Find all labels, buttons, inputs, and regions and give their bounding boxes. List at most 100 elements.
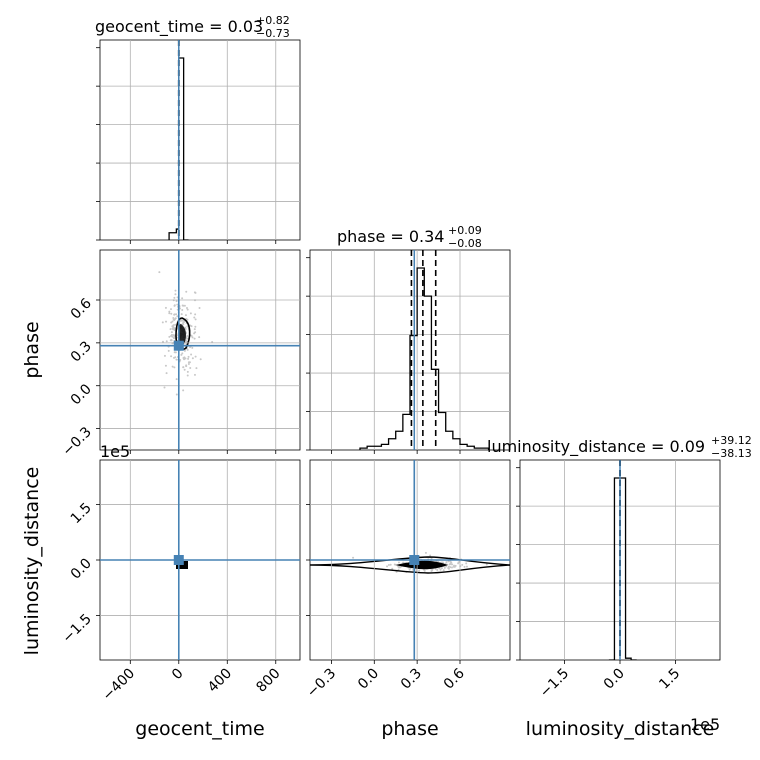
sample-point <box>190 325 193 328</box>
sample-point <box>181 352 184 355</box>
sample-point <box>447 565 450 568</box>
sample-point <box>158 271 161 274</box>
sample-point <box>199 358 202 361</box>
sample-point <box>185 339 188 342</box>
sample-point <box>424 551 427 554</box>
sample-point <box>195 367 198 370</box>
xtick-label: −0.3 <box>304 666 339 701</box>
sample-point <box>441 561 444 564</box>
title-phase-plus: +0.09 <box>448 224 482 237</box>
sample-point <box>198 307 201 310</box>
ytick-label: −1.5 <box>59 611 94 646</box>
sample-point <box>450 566 453 569</box>
sample-point <box>450 561 453 564</box>
xtick-label: 0.0 <box>355 666 382 693</box>
sample-point <box>184 326 187 329</box>
sample-point <box>193 316 196 319</box>
xtick-label: 800 <box>253 666 283 696</box>
sample-point <box>452 565 455 568</box>
xtick-label: 0.6 <box>441 665 468 692</box>
injection-marker <box>409 555 420 565</box>
xtick-label: 0.0 <box>601 666 628 693</box>
sample-point <box>431 568 434 571</box>
sample-point <box>185 306 188 309</box>
sample-point <box>447 560 450 563</box>
sample-point <box>164 364 167 367</box>
sample-point <box>194 325 197 328</box>
sample-point <box>485 563 488 566</box>
sample-point <box>171 365 174 368</box>
sample-point <box>185 290 188 293</box>
sample-point <box>170 335 173 338</box>
sample-point <box>193 373 196 376</box>
sample-point <box>175 378 178 381</box>
sample-point <box>440 567 443 570</box>
sample-point <box>183 349 186 352</box>
sample-point <box>449 566 452 569</box>
sample-point <box>186 308 189 311</box>
xtick-label: 0 <box>169 666 187 684</box>
hist-geocent_time <box>168 40 189 240</box>
sample-point <box>169 308 172 311</box>
sample-point <box>187 363 190 366</box>
sample-point <box>398 566 401 569</box>
xtick-label: −1.5 <box>537 666 572 701</box>
hist-phase <box>359 250 490 450</box>
sample-point <box>187 361 190 364</box>
sample-point <box>194 313 197 316</box>
sample-point <box>190 334 193 337</box>
sample-point <box>181 304 184 307</box>
sample-point <box>185 365 188 368</box>
sample-point <box>457 561 460 564</box>
sample-point <box>183 368 186 371</box>
title-geocent-time: geocent_time = 0.03 <box>95 17 263 37</box>
sample-point <box>163 354 166 357</box>
sample-point <box>389 563 392 566</box>
panel-phase-vs-geocent-time <box>99 249 301 451</box>
sample-point <box>168 310 171 313</box>
sample-point <box>443 566 446 569</box>
sample-point <box>174 293 177 296</box>
sample-point <box>170 331 173 334</box>
ytick-label: 0.0 <box>68 556 95 583</box>
ylabel-phase: phase <box>21 321 43 378</box>
hist-step <box>359 267 490 450</box>
sample-point <box>198 336 201 339</box>
sample-point <box>180 353 183 356</box>
sample-point <box>182 366 185 369</box>
sample-point <box>463 565 466 568</box>
xtick-label: 0.3 <box>398 666 425 693</box>
xlabel-geocent-time: geocent_time <box>135 718 264 740</box>
ytick-label: 0.6 <box>68 295 95 322</box>
sample-point <box>191 346 194 349</box>
sample-point <box>174 323 177 326</box>
title-phase: phase = 0.34 <box>337 227 444 246</box>
sample-point <box>193 337 196 340</box>
sample-point <box>445 561 448 564</box>
sample-point <box>190 353 193 356</box>
sample-point <box>173 313 176 316</box>
sample-point <box>168 312 171 315</box>
sample-point <box>172 317 175 320</box>
title-luminosity-distance: luminosity_distance = 0.09 <box>487 437 705 457</box>
sample-point <box>173 334 176 337</box>
sample-point <box>171 320 174 323</box>
xtick-label: 400 <box>205 666 235 696</box>
injection-marker <box>173 340 184 351</box>
sample-point <box>175 393 178 396</box>
sample-point <box>161 340 164 343</box>
sample-point <box>436 568 439 571</box>
sample-point <box>408 568 411 571</box>
sample-point <box>186 370 189 373</box>
title-geocent-time-plus: +0.82 <box>256 14 290 27</box>
ytick-label: 1.5 <box>68 500 95 527</box>
xlabel-phase: phase <box>381 718 438 740</box>
sample-point <box>163 386 166 389</box>
sample-point <box>189 367 192 370</box>
sample-point <box>194 291 197 294</box>
sample-point <box>387 564 390 567</box>
sample-point <box>391 567 394 570</box>
sample-point <box>418 569 421 572</box>
sample-point <box>168 335 171 338</box>
